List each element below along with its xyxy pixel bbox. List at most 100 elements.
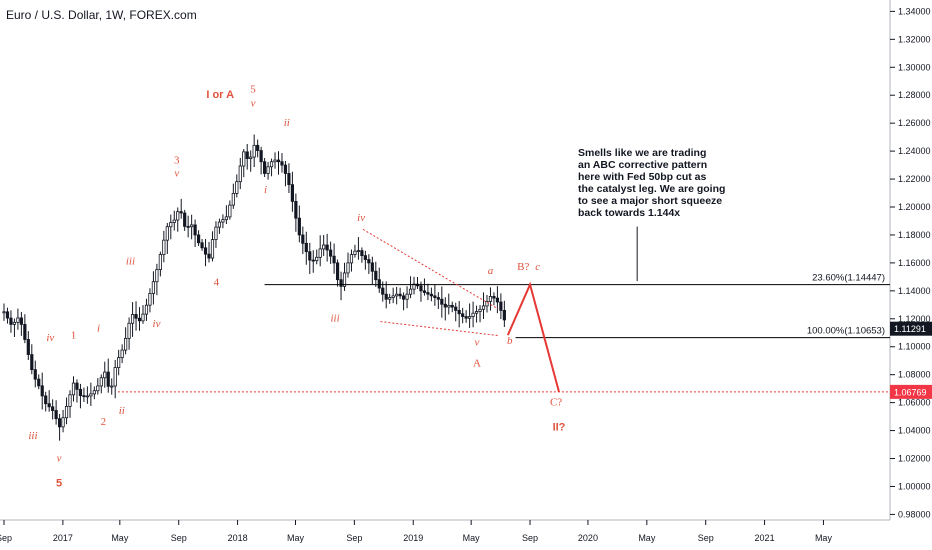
candle-body: [342, 272, 347, 287]
y-tick-label: 1.06000: [898, 398, 931, 408]
candle-body: [447, 304, 451, 308]
y-tick-label: 1.04000: [898, 426, 931, 436]
candle-body: [221, 219, 225, 223]
wave-label: v: [251, 97, 256, 109]
candle-body: [82, 395, 86, 398]
candle-body: [461, 313, 465, 317]
candle-body: [200, 242, 204, 249]
candle-body: [276, 159, 281, 163]
y-tick-label: 1.22000: [898, 174, 931, 184]
candle-body: [47, 403, 51, 408]
y-tick-label: 1.02000: [898, 454, 931, 464]
annotation-line: to see a major short squeeze: [578, 195, 722, 207]
wave-label: 5: [250, 83, 256, 95]
candle-body: [141, 313, 145, 322]
candle-body: [137, 317, 142, 322]
candle-body: [269, 161, 274, 168]
x-tick-label: Sep: [522, 533, 538, 543]
wave-label: iv: [357, 212, 365, 224]
candle-body: [110, 385, 114, 388]
candle-body: [502, 310, 506, 321]
candle-body: [37, 378, 41, 387]
candle-body: [370, 262, 374, 272]
x-tick-label: May: [815, 533, 833, 543]
candle-body: [283, 164, 288, 174]
candle-body: [19, 317, 23, 325]
candle-body: [304, 242, 308, 253]
candle-body: [346, 262, 350, 274]
candle-body: [16, 317, 20, 323]
candle-body: [169, 222, 173, 228]
y-tick-label: 1.12000: [898, 314, 931, 324]
candle-body: [103, 371, 107, 379]
candle-body: [106, 371, 110, 387]
target-price-tag-label: 1.06769: [894, 387, 927, 397]
candle-body: [64, 405, 69, 419]
candle-body: [353, 250, 357, 255]
price-axis[interactable]: 0.98000 1.00000 1.02000 1.04000 1.06000 1.080…: [890, 6, 931, 519]
time-axis[interactable]: Sep 2017 May Sep 2018 May Sep 2019 May Sep 2020 May…: [0, 520, 832, 543]
candle-body: [2, 311, 6, 314]
candle-body: [172, 219, 176, 223]
wave-label: 3: [174, 155, 180, 167]
y-tick-label: 1.24000: [898, 146, 931, 156]
candle-body: [235, 181, 239, 194]
candle-body: [426, 292, 430, 295]
candle-body: [158, 254, 162, 271]
candle-body: [256, 144, 260, 151]
y-tick-label: 1.16000: [898, 258, 931, 268]
plot-area[interactable]: [2, 134, 506, 441]
x-tick-label: Sep: [0, 533, 12, 543]
candle-body: [398, 293, 402, 297]
candle-body: [457, 310, 461, 315]
x-tick-label: May: [111, 533, 129, 543]
candle-body: [395, 293, 399, 297]
wave-label: C?: [550, 396, 562, 408]
current-price-tag-label: 1.11291: [894, 324, 926, 334]
candle-body: [196, 234, 201, 244]
candle-body: [23, 323, 27, 340]
candle-body: [433, 295, 437, 298]
candle-body: [68, 394, 72, 407]
x-tick-label: Sep: [346, 533, 362, 543]
candle-body: [356, 250, 361, 253]
candle-body: [468, 316, 472, 319]
candle-body: [408, 288, 413, 295]
wave-label: iii: [28, 430, 37, 442]
candle-body: [335, 262, 340, 281]
candle-body: [349, 254, 354, 264]
wave-label: 5: [56, 477, 62, 489]
annotation-line: the catalyst leg. We are going: [578, 183, 725, 195]
wave-label: 4: [214, 276, 220, 288]
candle-body: [419, 285, 423, 292]
annotation-line: an ABC corrective pattern: [578, 159, 707, 171]
candle-body: [155, 269, 159, 283]
candle-body: [9, 317, 13, 325]
candle-body: [190, 224, 194, 228]
candle-body: [401, 295, 406, 300]
candle-body: [287, 173, 291, 186]
candle-body: [26, 339, 30, 355]
current-price-tag-bg: [890, 321, 932, 336]
candle-body: [162, 239, 166, 255]
candle-body: [311, 259, 315, 262]
candle-body: [325, 244, 329, 251]
x-tick-label: 2021: [755, 533, 775, 543]
candle-body: [443, 303, 447, 308]
candle-body: [78, 388, 83, 397]
x-tick-label: 2019: [403, 533, 423, 543]
candle-body: [388, 297, 392, 300]
candle-body: [228, 204, 232, 218]
x-tick-label: May: [638, 533, 656, 543]
candle-body: [471, 312, 475, 317]
candle-body: [183, 212, 187, 227]
x-tick-label: Sep: [171, 533, 187, 543]
candle-body: [130, 314, 135, 324]
candle-body: [151, 281, 156, 294]
candle-body: [57, 418, 62, 428]
annotation-line: here with Fed 50bp cut as: [578, 171, 707, 183]
wave-label: 1: [71, 329, 77, 341]
candle-body: [249, 156, 253, 159]
candle-body: [113, 367, 117, 387]
